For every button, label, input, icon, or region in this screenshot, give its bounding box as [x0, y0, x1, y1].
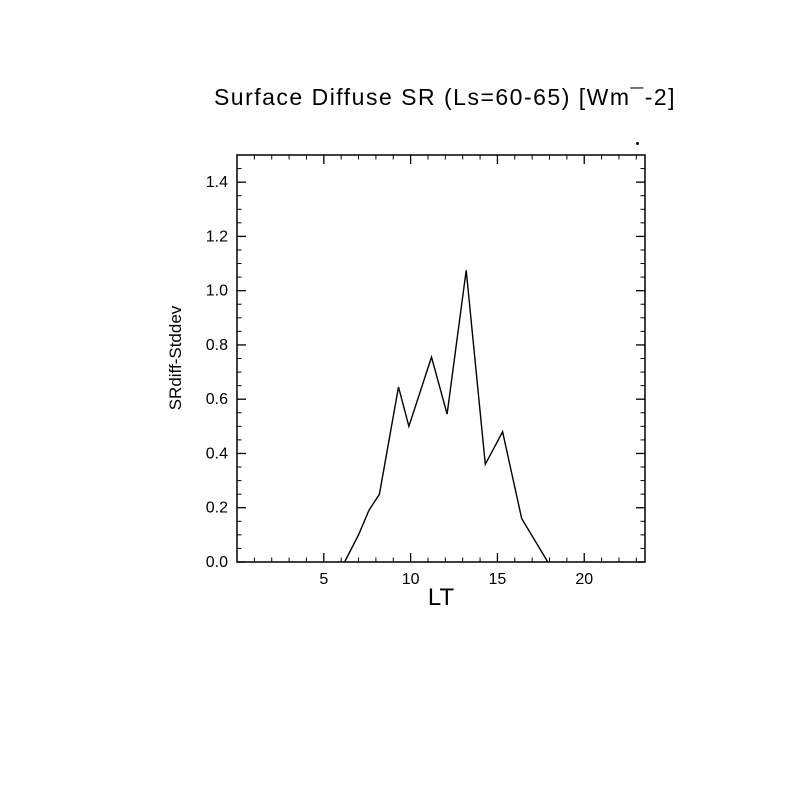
- y-tick-label: 0.2: [206, 500, 228, 517]
- x-tick-label: 20: [575, 571, 593, 588]
- y-tick-label: 0.0: [206, 554, 228, 571]
- x-tick-label: 5: [319, 571, 328, 588]
- plot-frame: [236, 154, 646, 563]
- y-tick-label: 1.0: [206, 283, 228, 300]
- data-line: [343, 270, 549, 563]
- y-tick-label: 1.2: [206, 228, 228, 245]
- y-tick-label: 0.6: [206, 391, 228, 408]
- x-axis-label: LT: [427, 584, 455, 611]
- stray-dot: [636, 142, 639, 145]
- x-tick-label: 15: [489, 571, 507, 588]
- y-axis-label: SRdiff-Stddev: [166, 305, 185, 411]
- y-tick-label: 1.4: [206, 174, 228, 191]
- y-tick-label: 0.4: [206, 445, 228, 462]
- y-tick-label: 0.8: [206, 337, 228, 354]
- x-tick-label: 10: [402, 571, 420, 588]
- chart-title: Surface Diffuse SR (Ls=60-65) [Wm¯-2]: [213, 84, 677, 110]
